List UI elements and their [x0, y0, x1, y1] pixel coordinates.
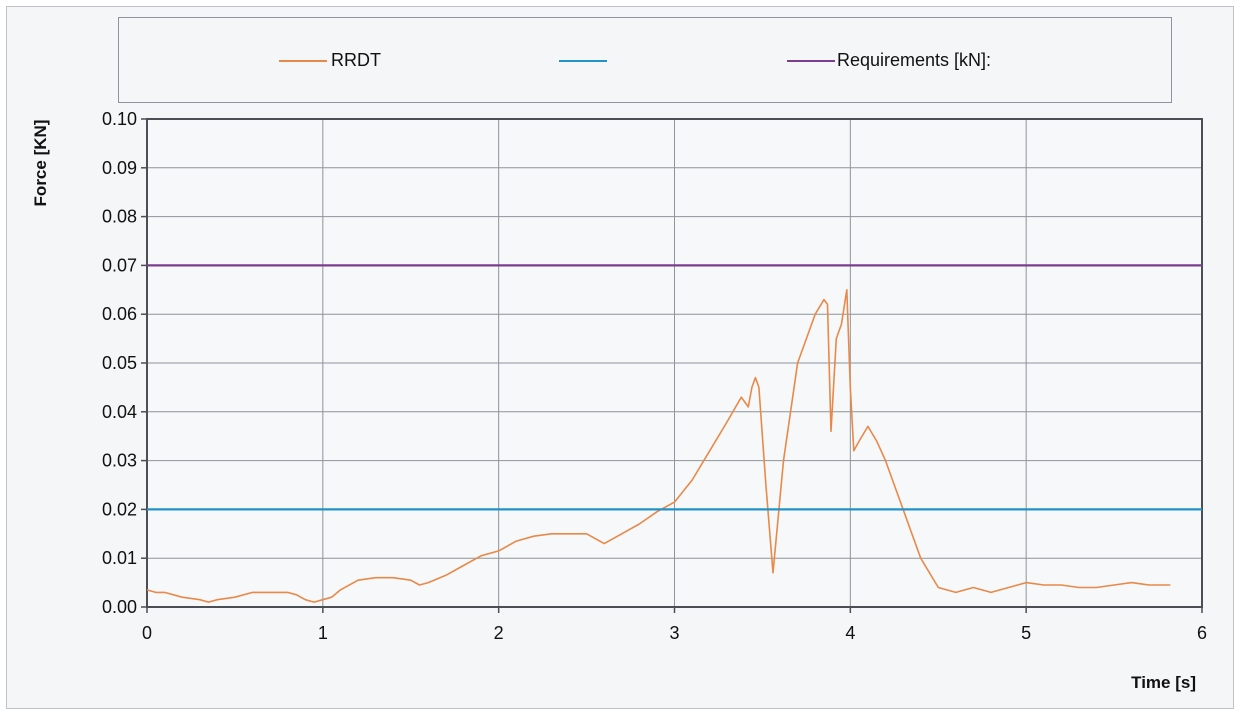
legend-swatch-requirements [787, 60, 835, 62]
tick-labels: 0.00 0.01 0.02 0.03 0.04 0.05 0.06 0.07 0.08 0.09… [102, 109, 1207, 643]
x-tick-label: 5 [1021, 623, 1031, 643]
y-axis-title: Force [KN] [31, 120, 50, 207]
x-tick-label: 1 [318, 623, 328, 643]
y-tick-label: 0.05 [102, 353, 137, 373]
legend-swatch-limit [559, 60, 607, 62]
y-tick-label: 0.09 [102, 158, 137, 178]
y-tick-label: 0.02 [102, 499, 137, 519]
y-tick-label: 0.07 [102, 255, 137, 275]
legend: RRDT Requirements [kN]: [118, 17, 1172, 103]
plot-area [146, 118, 1203, 608]
y-tick-label: 0.10 [102, 109, 137, 129]
series-layer [146, 264, 1202, 603]
legend-label-requirements: Requirements [kN]: [837, 50, 992, 70]
x-axis-title: Time [s] [1131, 673, 1196, 692]
x-tick-label: 4 [845, 623, 855, 643]
y-tick-label: 0.00 [102, 597, 137, 617]
legend-swatch-rrdt [279, 60, 327, 62]
y-tick-label: 0.03 [102, 451, 137, 471]
y-tick-label: 0.08 [102, 207, 137, 227]
y-tick-label: 0.06 [102, 304, 137, 324]
y-tick-label: 0.01 [102, 548, 137, 568]
series-line-rrdt [146, 288, 1171, 603]
x-tick-label: 0 [142, 623, 152, 643]
y-tick-label: 0.04 [102, 402, 137, 422]
legend-label-rrdt: RRDT [331, 50, 381, 70]
x-tick-label: 6 [1197, 623, 1207, 643]
x-tick-label: 2 [494, 623, 504, 643]
grid [141, 118, 1203, 613]
x-tick-label: 3 [669, 623, 679, 643]
